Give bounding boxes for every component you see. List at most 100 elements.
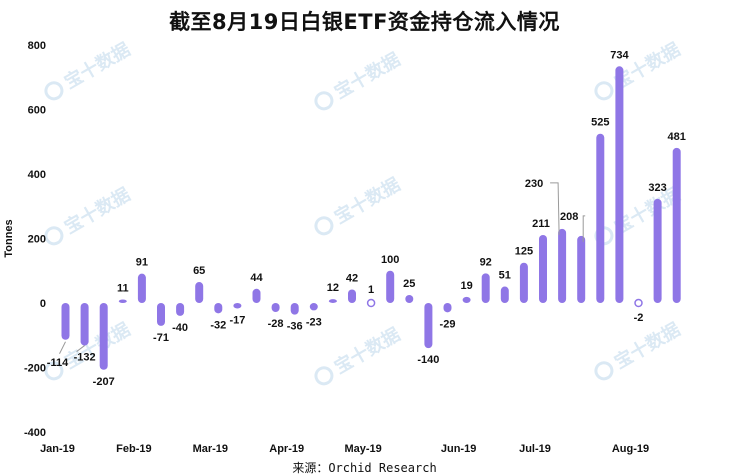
bar bbox=[118, 299, 127, 303]
bar bbox=[290, 303, 299, 315]
data-label: -71 bbox=[153, 332, 169, 344]
data-label: -132 bbox=[74, 352, 96, 364]
svg-text:宝十数据: 宝十数据 bbox=[61, 183, 134, 238]
y-tick-label: -400 bbox=[24, 427, 46, 439]
y-tick-label: 600 bbox=[28, 105, 46, 117]
bar bbox=[176, 303, 185, 316]
svg-text:宝十数据: 宝十数据 bbox=[61, 318, 134, 373]
bar bbox=[233, 303, 242, 309]
bar bbox=[539, 234, 547, 303]
data-label: 323 bbox=[648, 182, 666, 194]
data-label: 525 bbox=[591, 117, 609, 129]
bar bbox=[309, 303, 318, 311]
bar bbox=[653, 198, 662, 303]
data-label: 44 bbox=[250, 272, 263, 284]
bar bbox=[157, 303, 165, 326]
data-label: -29 bbox=[440, 318, 456, 330]
watermark-logo: 宝十数据 bbox=[594, 38, 684, 101]
label-connector bbox=[59, 341, 66, 354]
x-tick-label: Feb-19 bbox=[116, 443, 151, 455]
bar bbox=[558, 228, 567, 303]
x-tick-label: Jul-19 bbox=[519, 443, 551, 455]
data-label: -36 bbox=[287, 321, 303, 333]
bar bbox=[481, 273, 490, 303]
data-label: 65 bbox=[193, 265, 205, 277]
y-tick-label: 800 bbox=[28, 40, 46, 52]
watermark-logo: 宝十数据 bbox=[314, 48, 404, 111]
bar bbox=[672, 147, 681, 303]
bar bbox=[252, 288, 261, 303]
data-label: 100 bbox=[381, 254, 399, 266]
data-label: 91 bbox=[136, 257, 148, 269]
bar bbox=[214, 303, 223, 314]
svg-text:宝十数据: 宝十数据 bbox=[331, 173, 404, 228]
data-label: -114 bbox=[47, 357, 69, 369]
data-label: 51 bbox=[499, 270, 511, 282]
bar bbox=[443, 303, 452, 313]
bar bbox=[462, 296, 471, 303]
bar bbox=[577, 235, 586, 303]
data-label: 125 bbox=[515, 246, 533, 258]
bar bbox=[99, 303, 108, 370]
source-note: 来源：Orchid Research bbox=[292, 461, 437, 475]
bar bbox=[519, 262, 528, 303]
x-tick-label: Mar-19 bbox=[193, 443, 228, 455]
data-label: 211 bbox=[532, 218, 550, 230]
bar bbox=[424, 303, 433, 349]
bar bbox=[366, 298, 376, 308]
label-connector bbox=[582, 215, 586, 242]
svg-text:宝十数据: 宝十数据 bbox=[331, 323, 404, 378]
data-label: 481 bbox=[668, 131, 686, 143]
x-tick-label: Jun-19 bbox=[441, 443, 476, 455]
bar bbox=[386, 270, 395, 303]
data-label: 230 bbox=[525, 178, 543, 190]
data-label: 92 bbox=[480, 256, 492, 268]
bar bbox=[615, 66, 624, 303]
x-tick-label: May-19 bbox=[344, 443, 381, 455]
data-label: 734 bbox=[610, 49, 629, 61]
watermark-logo: 宝十数据 bbox=[594, 183, 684, 246]
bar bbox=[80, 303, 89, 346]
bar bbox=[137, 273, 146, 303]
svg-text:宝十数据: 宝十数据 bbox=[61, 38, 134, 93]
data-label: 19 bbox=[460, 280, 472, 292]
y-tick-label: 200 bbox=[28, 234, 46, 246]
bar bbox=[634, 298, 643, 308]
watermark-logo: 宝十数据 bbox=[44, 38, 134, 101]
y-axis-label: Tonnes bbox=[3, 219, 15, 257]
watermark-logo: 宝十数据 bbox=[314, 173, 404, 236]
y-tick-label: 0 bbox=[40, 298, 46, 310]
data-label: -23 bbox=[306, 316, 322, 328]
chart-title: 截至8月19日白银ETF资金持仓流入情况 bbox=[169, 10, 560, 34]
data-label: -28 bbox=[268, 318, 284, 330]
label-connector bbox=[76, 345, 85, 352]
data-label: -207 bbox=[93, 376, 115, 388]
data-label: 25 bbox=[403, 278, 415, 290]
watermark-logo: 宝十数据 bbox=[314, 323, 404, 386]
bar bbox=[405, 294, 414, 303]
data-label: 1 bbox=[368, 284, 374, 296]
data-label: -2 bbox=[634, 312, 644, 324]
x-tick-label: Jan-19 bbox=[40, 443, 75, 455]
x-tick-label: Aug-19 bbox=[612, 443, 649, 455]
x-tick-label: Apr-19 bbox=[269, 443, 304, 455]
watermark-logo: 宝十数据 bbox=[594, 318, 684, 381]
data-label: -32 bbox=[210, 319, 226, 331]
bar bbox=[61, 303, 70, 340]
data-label: -17 bbox=[229, 314, 245, 326]
bar bbox=[271, 303, 280, 313]
svg-text:宝十数据: 宝十数据 bbox=[331, 48, 404, 103]
data-label: 208 bbox=[560, 211, 578, 223]
label-connector bbox=[550, 182, 560, 235]
data-label: 42 bbox=[346, 272, 358, 284]
bar bbox=[596, 133, 605, 303]
svg-text:宝十数据: 宝十数据 bbox=[611, 318, 684, 373]
bar bbox=[348, 289, 356, 303]
y-tick-label: -200 bbox=[24, 363, 46, 375]
bar bbox=[500, 286, 509, 303]
bar bbox=[195, 282, 204, 303]
data-label: 12 bbox=[327, 282, 339, 294]
data-label: -40 bbox=[172, 322, 188, 334]
bar bbox=[328, 299, 337, 303]
